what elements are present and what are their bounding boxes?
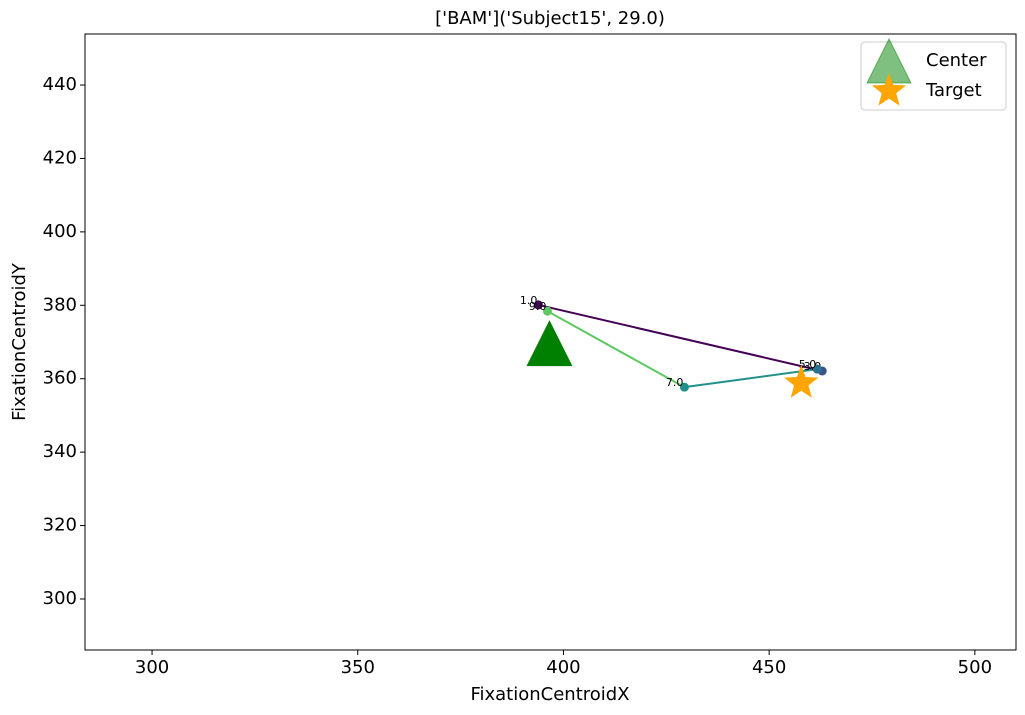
y-tick-label: 320	[43, 515, 77, 536]
fixation-point	[812, 364, 822, 374]
y-tick-label: 340	[43, 441, 77, 462]
x-tick-label: 400	[546, 657, 580, 678]
fixation-label: 5.0	[799, 358, 817, 371]
y-tick-label: 420	[43, 147, 77, 168]
y-axis-label: FixationCentroidY	[9, 262, 30, 421]
y-tick-label: 300	[43, 588, 77, 609]
fixation-label: 1.0	[520, 294, 538, 307]
scanpath-segment	[684, 368, 818, 389]
fixation-point	[679, 382, 689, 392]
y-tick-label: 360	[43, 368, 77, 389]
center-marker	[526, 320, 573, 367]
x-tick-label: 350	[341, 657, 375, 678]
x-tick-label: 300	[135, 657, 169, 678]
scanpath-segment	[546, 310, 685, 389]
legend-marker	[871, 73, 907, 106]
fixation-label: 7.0	[666, 376, 684, 389]
fixation-point	[533, 300, 543, 310]
x-axis-label: FixationCentroidX	[470, 684, 629, 705]
y-tick-label: 440	[43, 74, 77, 95]
y-tick-label: 380	[43, 294, 77, 315]
y-tick-label: 400	[43, 221, 77, 242]
legend-label: Center	[926, 50, 987, 71]
legend-label: Target	[925, 80, 982, 101]
plot-frame	[84, 33, 1017, 651]
target-marker	[784, 365, 819, 398]
fixation-point	[542, 306, 552, 316]
x-tick-label: 500	[958, 657, 992, 678]
x-tick-label: 450	[752, 657, 786, 678]
scanpath-segment	[538, 303, 823, 372]
fixation-label: 9.0	[529, 300, 547, 313]
chart-title: ['BAM']('Subject15', 29.0)	[435, 8, 665, 29]
